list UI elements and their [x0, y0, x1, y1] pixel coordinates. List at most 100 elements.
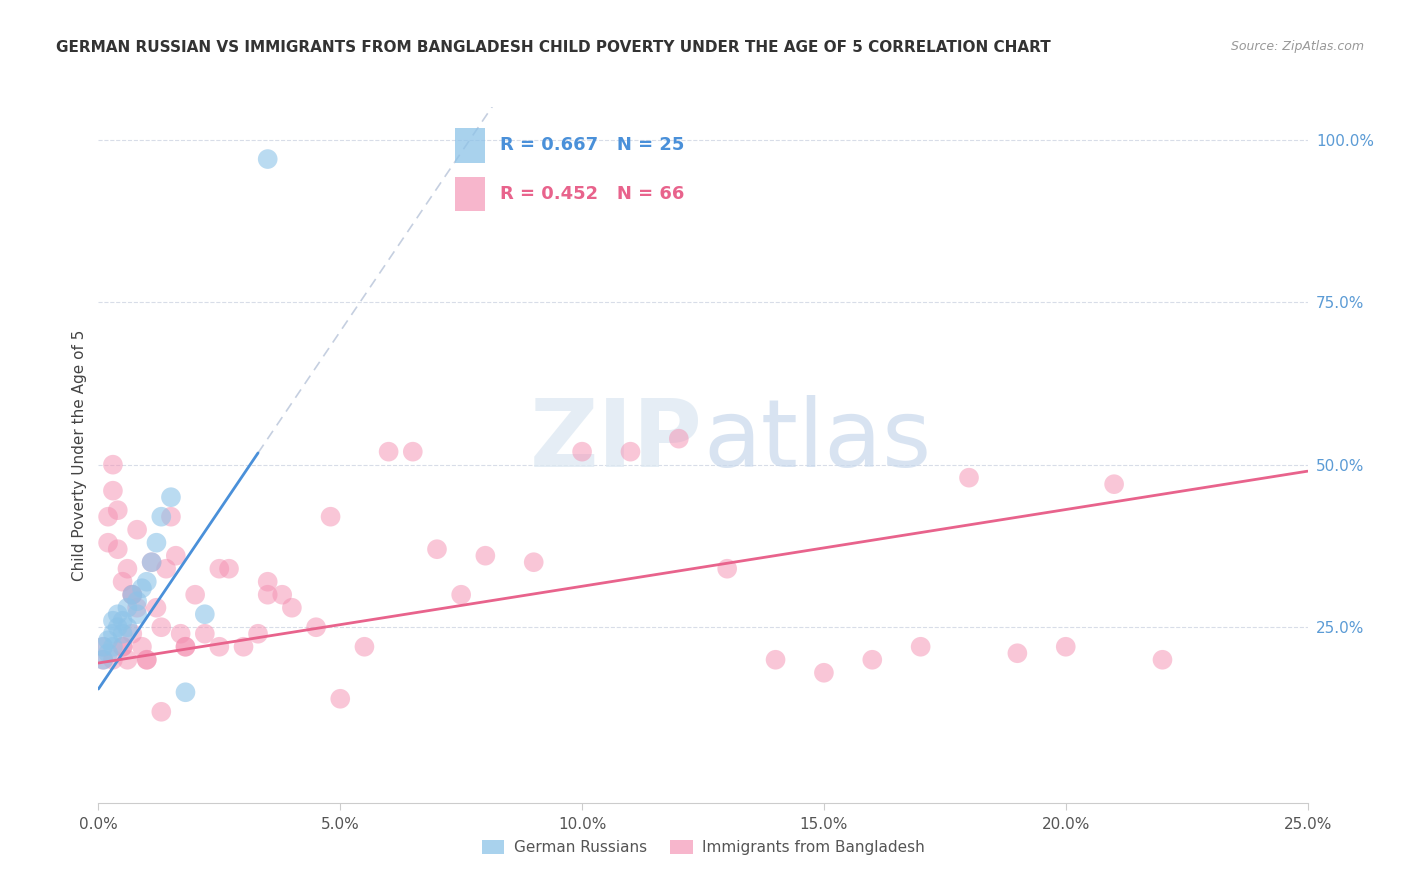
Point [111, 640, 134, 654]
Point [111, 614, 134, 628]
FancyBboxPatch shape [456, 128, 485, 162]
Point [208, 562, 231, 576]
Point [97, 535, 120, 549]
Point [160, 509, 183, 524]
Point [127, 523, 149, 537]
Point [174, 640, 197, 654]
Point [256, 588, 278, 602]
Point [127, 600, 149, 615]
Point [131, 581, 153, 595]
Point [91, 640, 114, 654]
Legend: German Russians, Immigrants from Bangladesh: German Russians, Immigrants from Banglad… [475, 834, 931, 862]
Text: R = 0.452   N = 66: R = 0.452 N = 66 [501, 185, 685, 203]
Point [474, 549, 496, 563]
Point [101, 626, 124, 640]
Point [91, 653, 114, 667]
Point [174, 640, 197, 654]
Point [232, 640, 254, 654]
Point [135, 574, 157, 589]
Point [353, 640, 375, 654]
Y-axis label: Child Poverty Under the Age of 5: Child Poverty Under the Age of 5 [72, 329, 87, 581]
Point [150, 509, 173, 524]
Point [131, 640, 153, 654]
Point [101, 614, 124, 628]
Point [141, 555, 163, 569]
Point [117, 620, 139, 634]
Point [256, 152, 278, 166]
Point [97, 646, 120, 660]
Point [107, 620, 129, 634]
Point [402, 444, 425, 458]
Text: R = 0.667   N = 25: R = 0.667 N = 25 [501, 136, 685, 154]
Point [1152, 653, 1174, 667]
Point [218, 562, 240, 576]
Point [135, 653, 157, 667]
Point [271, 588, 294, 602]
Point [194, 626, 217, 640]
Point [107, 503, 129, 517]
Point [121, 626, 143, 640]
Point [523, 555, 546, 569]
Point [145, 600, 167, 615]
Point [107, 607, 129, 622]
Point [305, 620, 328, 634]
Point [765, 653, 787, 667]
Point [165, 549, 187, 563]
Point [145, 535, 167, 549]
Point [184, 588, 207, 602]
Point [117, 562, 139, 576]
Point [450, 588, 472, 602]
Point [247, 626, 270, 640]
Point [127, 607, 149, 622]
Point [121, 588, 143, 602]
Point [97, 509, 120, 524]
Text: GERMAN RUSSIAN VS IMMIGRANTS FROM BANGLADESH CHILD POVERTY UNDER THE AGE OF 5 CO: GERMAN RUSSIAN VS IMMIGRANTS FROM BANGLA… [56, 40, 1052, 55]
Point [121, 588, 143, 602]
Point [127, 594, 149, 608]
Point [111, 626, 134, 640]
Point [571, 444, 593, 458]
Point [101, 483, 124, 498]
Point [97, 633, 120, 648]
Point [174, 685, 197, 699]
Text: ZIP: ZIP [530, 395, 703, 487]
Point [910, 640, 932, 654]
Point [813, 665, 835, 680]
Point [111, 640, 134, 654]
Point [169, 626, 191, 640]
Point [256, 574, 278, 589]
Point [150, 620, 173, 634]
Point [329, 691, 352, 706]
Point [101, 640, 124, 654]
FancyBboxPatch shape [456, 177, 485, 211]
Point [668, 432, 690, 446]
Point [208, 640, 231, 654]
Point [91, 653, 114, 667]
Point [101, 653, 124, 667]
Point [91, 640, 114, 654]
Point [194, 607, 217, 622]
Point [957, 471, 980, 485]
Point [101, 458, 124, 472]
Point [121, 588, 143, 602]
Point [117, 653, 139, 667]
Point [117, 600, 139, 615]
Text: Source: ZipAtlas.com: Source: ZipAtlas.com [1230, 40, 1364, 54]
Point [716, 562, 738, 576]
Point [377, 444, 399, 458]
Point [135, 653, 157, 667]
Point [155, 562, 177, 576]
Point [1102, 477, 1125, 491]
Point [111, 574, 134, 589]
Point [281, 600, 304, 615]
Text: atlas: atlas [703, 395, 931, 487]
Point [1007, 646, 1029, 660]
Point [860, 653, 883, 667]
Point [160, 490, 183, 504]
Point [141, 555, 163, 569]
Point [1054, 640, 1077, 654]
Point [107, 542, 129, 557]
Point [426, 542, 449, 557]
Point [319, 509, 342, 524]
Point [619, 444, 641, 458]
